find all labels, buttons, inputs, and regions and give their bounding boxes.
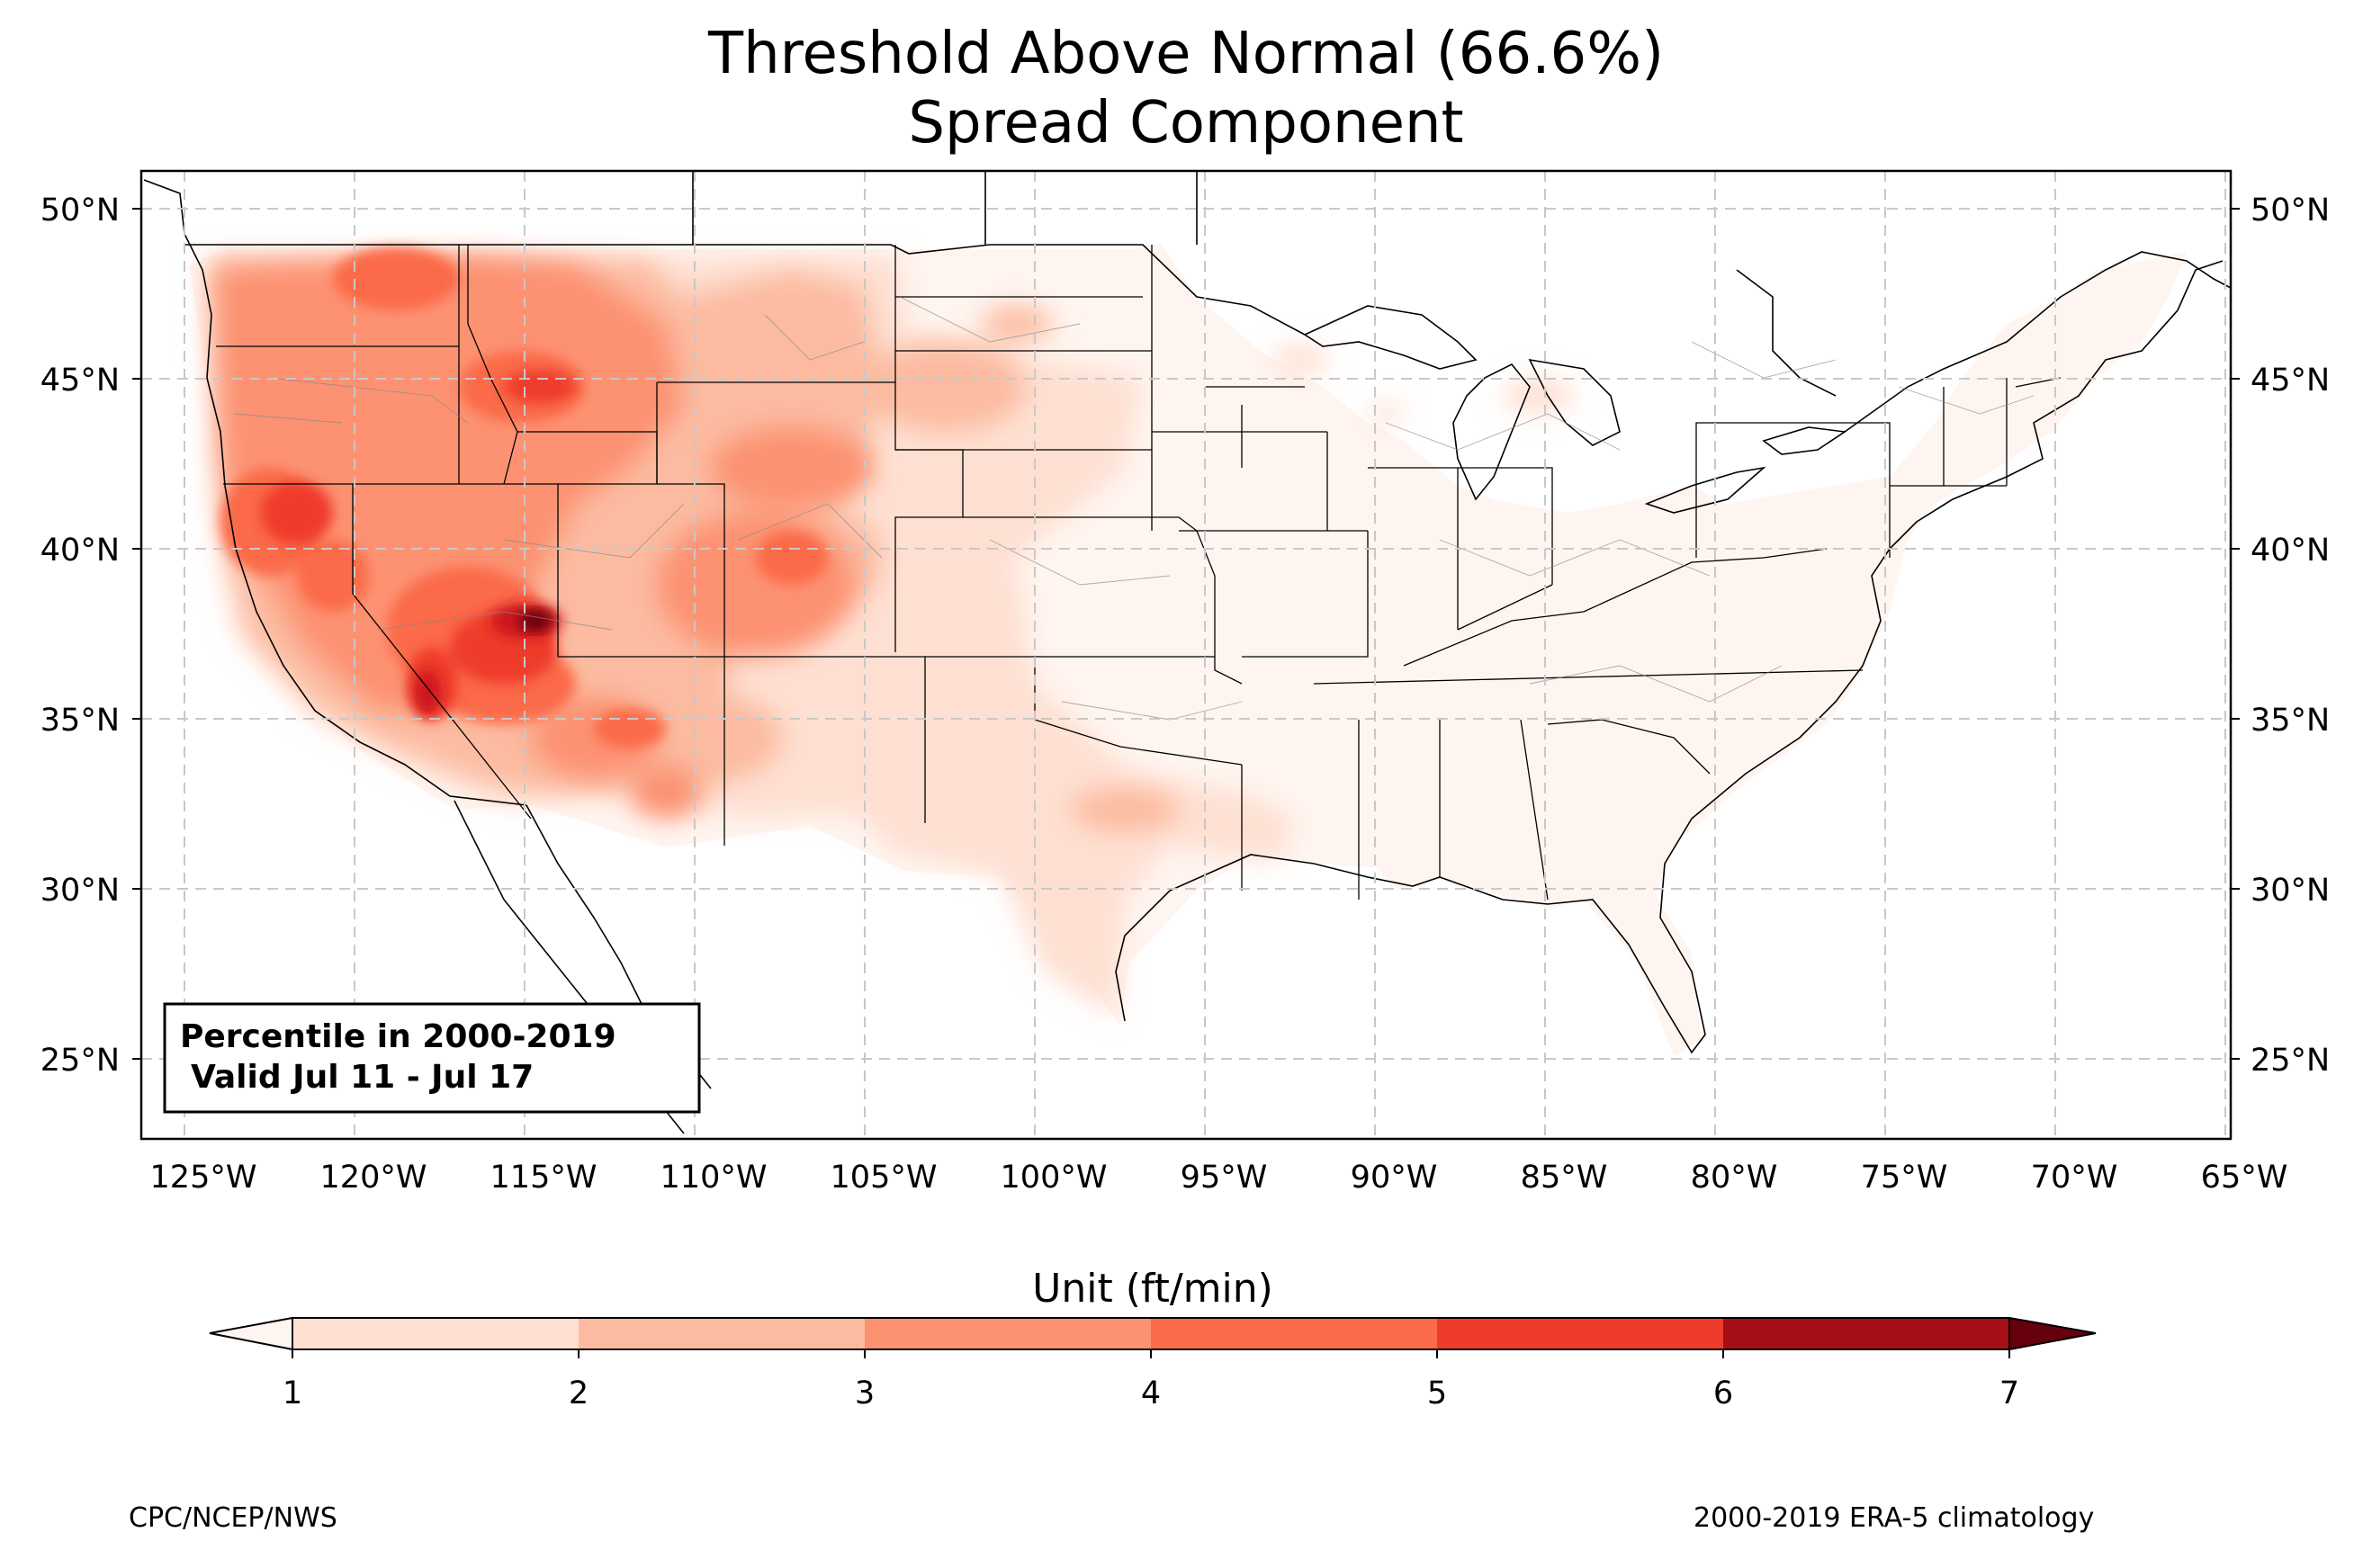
lat-tick-label: 30°N [40, 873, 120, 909]
colorbar-segment [1723, 1318, 2009, 1349]
lon-tick-label: 65°W [2201, 1160, 2288, 1196]
state-boundaries [216, 245, 2062, 900]
colorbar-tick: 5 [1427, 1375, 1447, 1411]
validity-note: Percentile in 2000-2019 Valid Jul 11 - J… [163, 1002, 701, 1114]
colorbar-segment [1151, 1318, 1437, 1349]
lat-tick-label: 50°N [2251, 193, 2330, 228]
colorbar-ticks: 1 2 3 4 5 6 7 [283, 1375, 2019, 1411]
colorbar [209, 1316, 2097, 1351]
lat-tick-label: 50°N [40, 193, 120, 228]
lat-tick-label: 45°N [40, 363, 120, 399]
lon-tick-label: 100°W [1001, 1160, 1108, 1196]
map-area [141, 171, 2231, 1139]
note-line-1: Percentile in 2000-2019 [180, 1018, 616, 1055]
lon-tick-label: 90°W [1351, 1160, 1438, 1196]
colorbar-segment [865, 1318, 1151, 1349]
colorbar-tick: 4 [1141, 1375, 1161, 1411]
footer-climatology: 2000-2019 ERA-5 climatology [1694, 1502, 2095, 1534]
colorbar-tick: 7 [1999, 1375, 2019, 1411]
lon-tick-label: 70°W [2031, 1160, 2118, 1196]
lon-ticks: 125°W 120°W 115°W 110°W 105°W 100°W 95°W… [150, 1160, 2288, 1196]
chart-title: Threshold Above Normal (66.6%) [707, 21, 1665, 87]
lat-ticks-left: 50°N 45°N 40°N 35°N 30°N 25°N [40, 193, 120, 1079]
note-line-2: Valid Jul 11 - Jul 17 [191, 1059, 534, 1096]
lon-tick-label: 120°W [320, 1160, 427, 1196]
lon-tick-label: 125°W [150, 1160, 257, 1196]
lon-tick-label: 85°W [1521, 1160, 1608, 1196]
colorbar-segment [579, 1318, 865, 1349]
map-frame [139, 169, 2233, 1141]
colorbar-segment [292, 1318, 579, 1349]
lon-tick-label: 115°W [490, 1160, 597, 1196]
colorbar-tick: 1 [283, 1375, 302, 1411]
lat-ticks-right: 50°N 45°N 40°N 35°N 30°N 25°N [2251, 193, 2330, 1079]
lat-tick-label: 40°N [40, 533, 120, 569]
lon-tick-label: 75°W [1861, 1160, 1948, 1196]
lat-tick-label: 30°N [2251, 873, 2330, 909]
colorbar-segment [1437, 1318, 1723, 1349]
lat-tick-label: 35°N [2251, 703, 2330, 739]
lon-tick-label: 110°W [660, 1160, 768, 1196]
colorbar-tick: 2 [569, 1375, 589, 1411]
lat-tick-label: 45°N [2251, 363, 2330, 399]
lat-tick-label: 25°N [2251, 1043, 2330, 1079]
lon-tick-label: 95°W [1181, 1160, 1268, 1196]
colorbar-tick: 3 [855, 1375, 875, 1411]
lon-tick-label: 80°W [1691, 1160, 1778, 1196]
colorbar-extend-high [2008, 1316, 2097, 1351]
lat-tick-label: 35°N [40, 703, 120, 739]
colorbar-label: Unit (ft/min) [1032, 1266, 1273, 1312]
chart-subtitle: Spread Component [908, 90, 1464, 157]
tick-marks [132, 208, 2240, 1060]
lat-tick-label: 25°N [40, 1043, 120, 1079]
coastlines [143, 171, 2231, 1134]
colorbar-extend-low [209, 1316, 293, 1351]
colorbar-tick: 6 [1713, 1375, 1733, 1411]
footer-source: CPC/NCEP/NWS [129, 1502, 337, 1534]
lon-tick-label: 105°W [831, 1160, 938, 1196]
lat-tick-label: 40°N [2251, 533, 2330, 569]
